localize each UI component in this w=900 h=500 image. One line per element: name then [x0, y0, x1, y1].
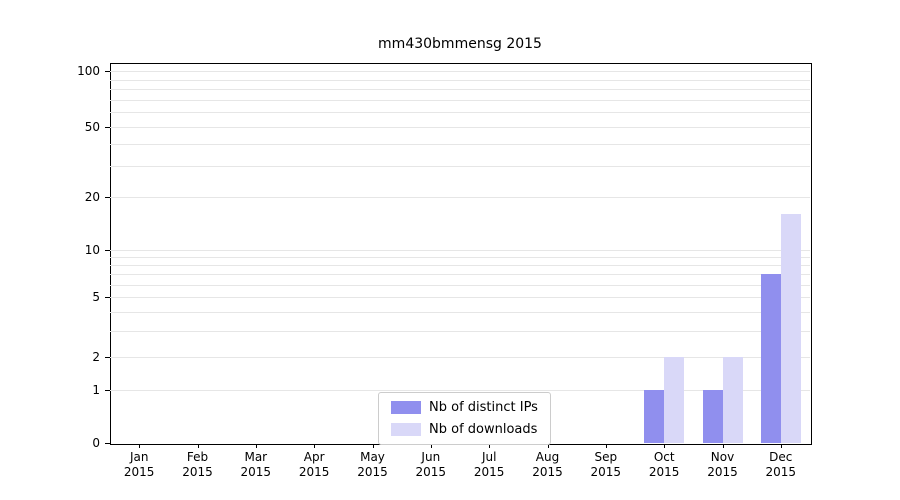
- x-tick-mark: [780, 444, 782, 448]
- x-tick-month: Jul: [481, 450, 497, 464]
- y-tick-label: 50: [84, 119, 100, 134]
- bar-distinct-ips: [702, 390, 723, 443]
- x-tick-year: 2015: [707, 465, 738, 479]
- gridline: [110, 144, 810, 145]
- y-tick-label: 2: [92, 350, 100, 365]
- x-tick-mark: [314, 444, 316, 448]
- x-tick-month: Jun: [421, 450, 441, 464]
- gridline: [110, 79, 810, 81]
- x-tick-label: Sep 2015: [576, 450, 636, 480]
- x-tick-month: Mar: [244, 450, 268, 464]
- x-tick-month: Aug: [535, 450, 560, 464]
- gridline: [110, 330, 810, 332]
- x-tick-mark: [372, 444, 374, 448]
- bar-downloads: [722, 357, 743, 443]
- x-tick-year: 2015: [298, 465, 330, 479]
- y-tick-label: 0: [92, 436, 100, 450]
- x-tick-label: Apr 2015: [284, 450, 344, 480]
- gridline: [110, 357, 810, 359]
- x-tick-label: Jan 2015: [109, 450, 169, 480]
- x-tick-month: Apr: [303, 450, 325, 464]
- y-tick-mark: [105, 126, 110, 128]
- y-tick-mark: [105, 250, 110, 251]
- x-tick-mark: [722, 444, 724, 448]
- x-tick-year: 2015: [473, 465, 505, 479]
- x-tick-year: 2015: [532, 465, 563, 479]
- legend-label: Nb of distinct IPs: [429, 400, 538, 415]
- y-tick-mark: [105, 297, 110, 299]
- x-tick-label: Jun 2015: [401, 450, 461, 480]
- legend-entry: Nb of distinct IPs: [391, 400, 538, 415]
- x-tick-year: 2015: [123, 465, 155, 479]
- x-tick-mark: [139, 444, 141, 448]
- x-tick-label: Mar 2015: [226, 450, 286, 480]
- gridline: [110, 89, 810, 90]
- x-tick-mark: [489, 444, 491, 448]
- x-tick-year: 2015: [765, 465, 797, 479]
- x-tick-mark: [430, 444, 432, 448]
- x-tick-mark: [197, 444, 199, 448]
- y-tick-mark: [105, 197, 110, 199]
- legend-swatch: [391, 401, 421, 414]
- bar-downloads: [780, 214, 801, 443]
- legend-label: Nb of downloads: [429, 422, 538, 437]
- x-tick-year: 2015: [415, 465, 447, 479]
- x-tick-label: May 2015: [343, 450, 403, 480]
- x-tick-year: 2015: [590, 465, 622, 479]
- gridline: [110, 311, 810, 313]
- gridline: [110, 297, 810, 299]
- x-tick-month: Dec: [769, 450, 793, 464]
- chart-title: mm430bmmensg 2015: [378, 36, 542, 52]
- gridline: [110, 71, 810, 72]
- y-tick-label: 10: [84, 242, 100, 257]
- x-tick-year: 2015: [357, 465, 388, 479]
- gridline: [110, 250, 810, 251]
- x-tick-month: Oct: [653, 450, 675, 464]
- y-tick-label: 20: [84, 190, 100, 205]
- gridline: [110, 257, 810, 259]
- x-tick-label: Nov 2015: [693, 450, 753, 480]
- gridline: [110, 126, 810, 128]
- y-tick-mark: [105, 357, 110, 359]
- bar-downloads: [664, 357, 685, 443]
- x-tick-label: Feb 2015: [168, 450, 228, 480]
- gridline: [110, 166, 810, 167]
- x-tick-mark: [605, 444, 607, 448]
- y-tick-label: 100: [77, 63, 100, 78]
- gridline: [110, 99, 810, 101]
- x-tick-label: Oct 2015: [634, 450, 694, 480]
- x-tick-month: Jan: [129, 450, 149, 464]
- x-tick-label: Aug 2015: [518, 450, 578, 480]
- gridline: [110, 390, 810, 392]
- gridline: [110, 197, 810, 199]
- x-tick-year: 2015: [240, 465, 272, 479]
- x-tick-mark: [664, 444, 666, 448]
- x-tick-month: Nov: [710, 450, 735, 464]
- legend-swatch: [391, 423, 421, 436]
- x-tick-month: Sep: [594, 450, 618, 464]
- x-tick-month: Feb: [186, 450, 209, 464]
- legend-entry: Nb of downloads: [391, 422, 538, 437]
- gridline: [110, 274, 810, 276]
- legend: Nb of distinct IPs Nb of downloads: [378, 392, 551, 445]
- y-tick-label: 5: [92, 290, 100, 305]
- x-tick-label: Jul 2015: [459, 450, 519, 480]
- plot-area: [110, 63, 812, 445]
- gridline: [110, 112, 810, 114]
- x-tick-year: 2015: [648, 465, 680, 479]
- x-tick-mark: [255, 444, 257, 448]
- x-tick-label: Dec 2015: [751, 450, 811, 480]
- x-tick-mark: [547, 444, 549, 448]
- y-tick-mark: [105, 390, 110, 392]
- y-tick-label: 1: [92, 383, 100, 398]
- y-tick-mark: [105, 443, 110, 444]
- x-tick-year: 2015: [182, 465, 213, 479]
- gridline: [110, 284, 810, 286]
- bar-distinct-ips: [644, 390, 665, 443]
- gridline: [110, 265, 810, 267]
- y-tick-mark: [105, 71, 110, 72]
- bar-distinct-ips: [760, 274, 781, 443]
- x-tick-month: May: [360, 450, 385, 464]
